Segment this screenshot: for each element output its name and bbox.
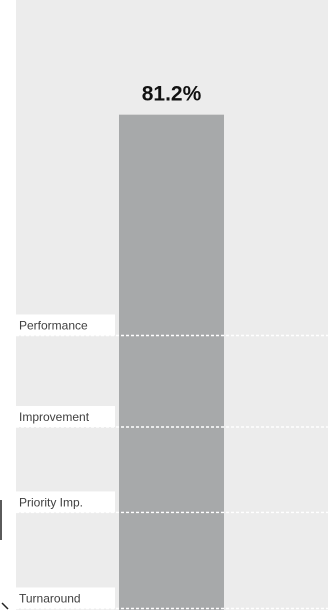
reference-label-background: [16, 406, 115, 427]
reference-line-label: Priority Imp.: [19, 495, 83, 509]
reference-line-label: Performance: [19, 319, 88, 333]
reference-label-background: [16, 491, 115, 513]
bars-layer: 81.2%: [119, 83, 224, 610]
reference-line-label: Turnaround: [19, 592, 81, 606]
bar: [119, 114, 224, 610]
bottom-left-tick: [1, 602, 9, 610]
bar-value-label: 81.2%: [142, 83, 202, 106]
reference-lines-layer: Performance Improvement Priority Imp. Turna…: [16, 314, 328, 610]
reference-label-background: [16, 314, 115, 336]
reference-line-label: Improvement: [19, 410, 90, 424]
reference-label-background: [16, 587, 115, 609]
